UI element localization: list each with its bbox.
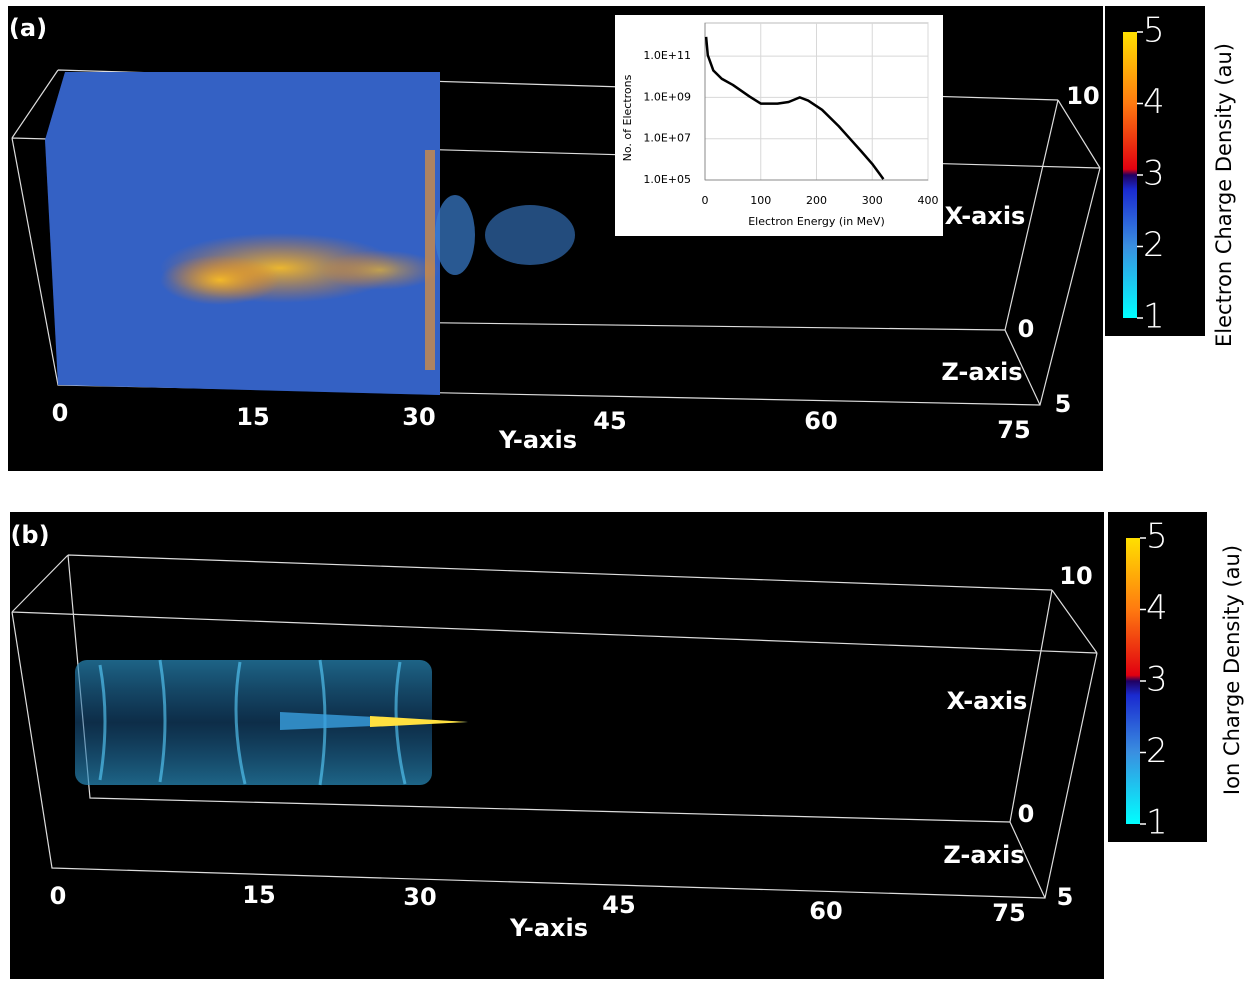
y-tick-label: 1.0E+11 — [643, 49, 691, 62]
colorbar-tick-label: 3 — [1146, 660, 1168, 700]
tick-label: 75 — [997, 416, 1030, 444]
colorbar-label: Electron Charge Density (au) — [1212, 43, 1236, 347]
y-tick-label: 1.0E+05 — [643, 173, 691, 186]
colorbar-tick-label: 4 — [1146, 588, 1168, 628]
colorbar-background — [1108, 512, 1207, 842]
tick-label: 0 — [52, 399, 69, 427]
x-tick-label: 300 — [862, 194, 883, 207]
tick-label: 15 — [242, 881, 275, 909]
colorbar — [1123, 32, 1137, 318]
tick-label: 10 — [1059, 562, 1092, 590]
x-axis-title: Electron Energy (in MeV) — [748, 215, 885, 228]
colorbar — [1126, 538, 1140, 824]
tick-label: 15 — [236, 403, 269, 431]
panel-label: (b) — [10, 521, 49, 549]
tick-label: 60 — [804, 407, 837, 435]
axis-title: Z-axis — [943, 841, 1024, 869]
electron-render — [45, 72, 575, 395]
tick-label: 0 — [1018, 315, 1035, 343]
x-tick-label: 200 — [806, 194, 827, 207]
colorbar-label: Ion Charge Density (au) — [1220, 545, 1244, 795]
colorbar-tick-label: 5 — [1143, 11, 1165, 51]
colorbar-tick-label: 4 — [1143, 82, 1165, 122]
tick-label: 10 — [1066, 82, 1099, 110]
tick-label: 0 — [1018, 800, 1035, 828]
tick-label: 30 — [402, 403, 435, 431]
tick-label: 60 — [809, 897, 842, 925]
colorbar-tick-label: 2 — [1143, 225, 1165, 265]
x-tick-label: 400 — [918, 194, 939, 207]
colorbar-tick-label: 1 — [1146, 803, 1168, 843]
axis-title: Y-axis — [509, 914, 588, 942]
y-axis-title: No. of Electrons — [621, 74, 634, 161]
line — [704, 36, 885, 180]
tick-label: 45 — [593, 407, 626, 435]
y-tick-label: 1.0E+09 — [643, 90, 691, 103]
tick-label: 75 — [992, 899, 1025, 927]
axis-title: X-axis — [945, 202, 1026, 230]
x-tick-label: 0 — [702, 194, 709, 207]
tick-label: 45 — [602, 891, 635, 919]
colorbar-tick-label: 2 — [1146, 731, 1168, 771]
axis-title: Z-axis — [941, 358, 1022, 386]
tick-label: 30 — [403, 883, 436, 911]
tick-label: 0 — [50, 882, 67, 910]
axis-title: X-axis — [947, 687, 1028, 715]
colorbar-tick-label: 1 — [1143, 297, 1165, 337]
panel-label: (a) — [9, 14, 47, 42]
axis-title: Y-axis — [498, 426, 577, 454]
colorbar-tick-label: 3 — [1143, 154, 1165, 194]
box-frame — [11, 69, 1101, 406]
y-tick-label: 1.0E+07 — [643, 132, 691, 145]
colorbar-tick-label: 5 — [1146, 517, 1168, 557]
ion-render — [75, 659, 468, 786]
x-tick-label: 100 — [750, 194, 771, 207]
colorbar-background — [1105, 6, 1205, 336]
tick-label: 5 — [1057, 883, 1074, 911]
inset-background — [615, 15, 943, 236]
box-frame — [11, 554, 1098, 899]
tick-label: 5 — [1055, 390, 1072, 418]
